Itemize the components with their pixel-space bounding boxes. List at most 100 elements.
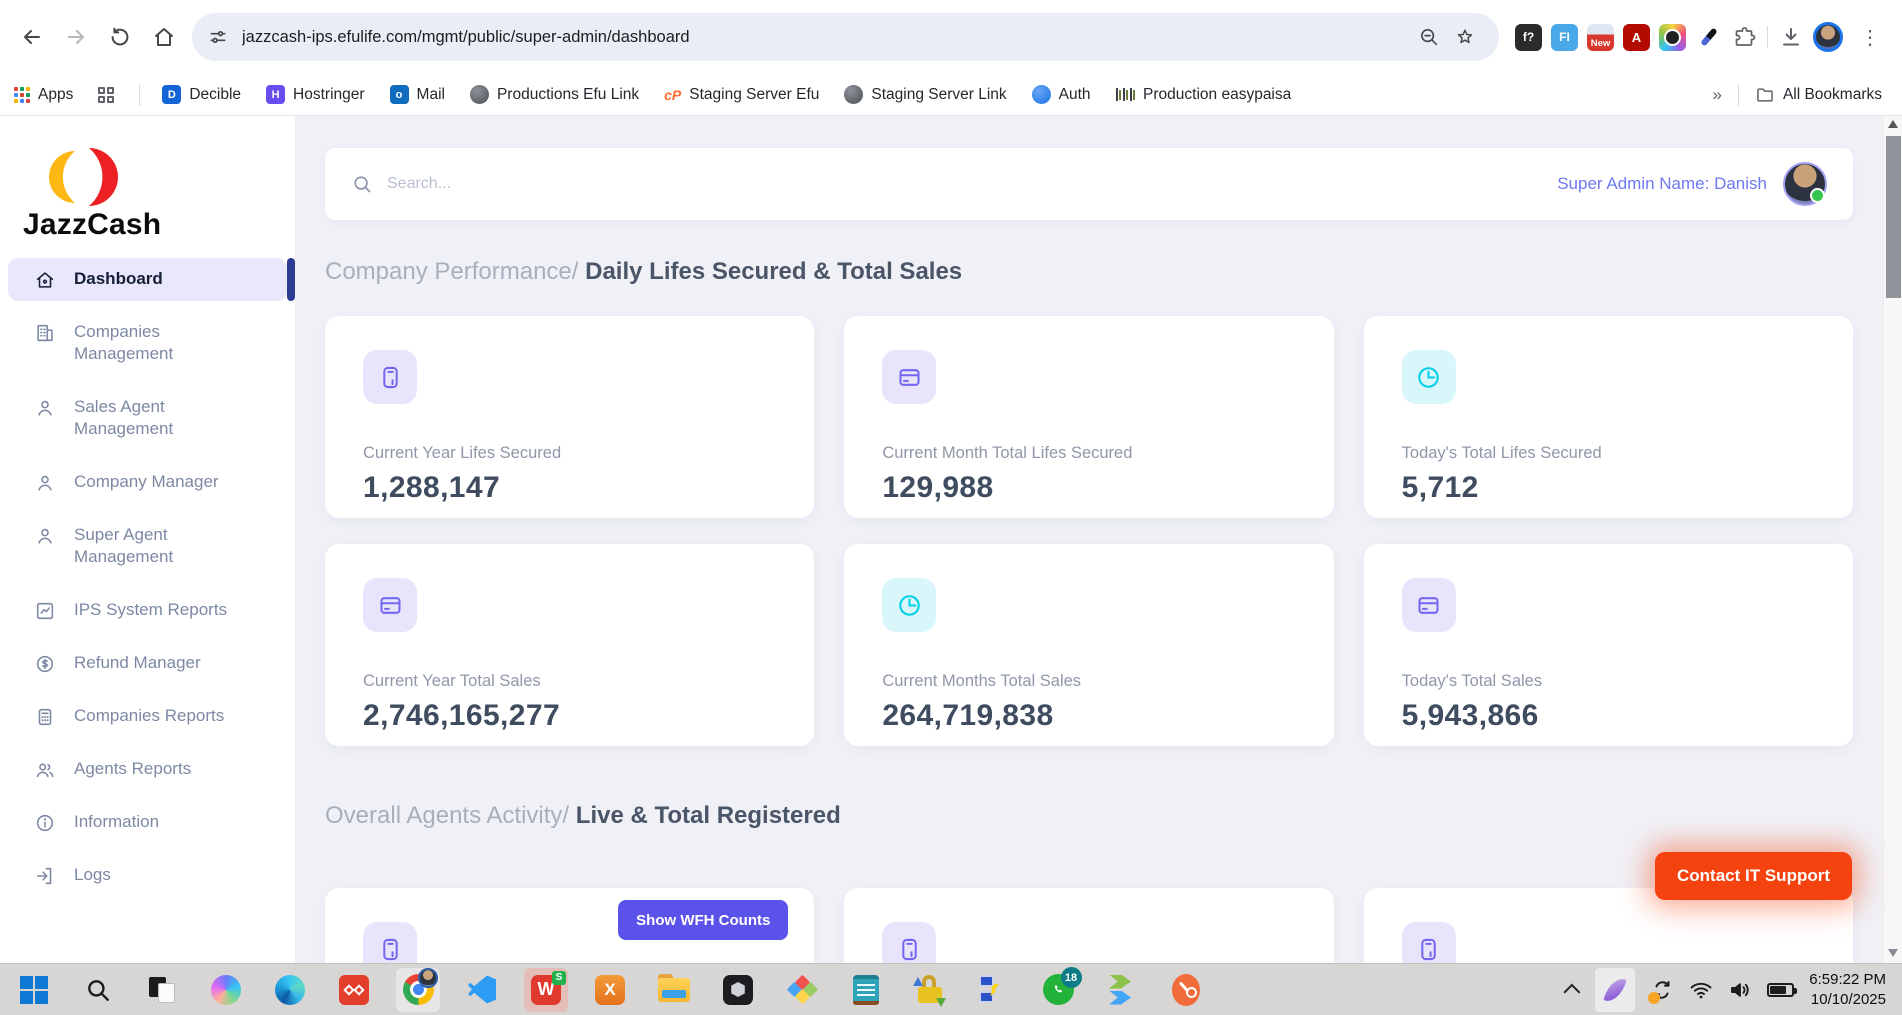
browser-profile-avatar[interactable] — [1813, 22, 1843, 52]
whatsapp-button[interactable]: 18 — [1036, 967, 1082, 1012]
pinwheel-app-button[interactable] — [780, 968, 824, 1012]
bookmark-auth[interactable]: Auth — [1031, 85, 1091, 104]
task-view-icon — [149, 976, 175, 1003]
winscp-button[interactable] — [908, 968, 952, 1012]
extension-new-icon[interactable]: New — [1587, 23, 1614, 51]
taskbar-clock[interactable]: 6:59:22 PM 10/10/2025 — [1809, 970, 1886, 1009]
sync-tray-icon[interactable] — [1648, 978, 1674, 1004]
extension-fi-icon[interactable]: FI — [1551, 23, 1578, 51]
camera-extension-icon[interactable] — [1659, 23, 1686, 51]
url-text[interactable]: jazzcash-ips.efulife.com/mgmt/public/sup… — [242, 27, 690, 46]
bookmarks-overflow-chevron[interactable]: » — [1712, 84, 1722, 104]
edge-button[interactable] — [268, 968, 312, 1012]
notepad-app-button[interactable] — [844, 968, 888, 1012]
page-scrollbar[interactable] — [1883, 116, 1902, 963]
remote-terminal-icon — [979, 974, 1009, 1005]
site-info-icon[interactable] — [208, 27, 228, 47]
scroll-up-arrow[interactable] — [1888, 120, 1898, 128]
acrobat-extension-icon[interactable]: A — [1623, 23, 1650, 51]
task-view-button[interactable] — [140, 968, 184, 1012]
sidebar-item-ips-system-reports[interactable]: IPS System Reports — [8, 589, 287, 632]
sidebar-item-super-agent-management[interactable]: Super Agent Management — [8, 514, 287, 579]
volume-icon[interactable] — [1728, 978, 1752, 1002]
cube-icon — [723, 974, 753, 1005]
xampp-button[interactable]: X — [588, 968, 632, 1012]
wallet-icon — [363, 922, 417, 963]
forward-button[interactable] — [54, 15, 98, 59]
eyedropper-extension-icon[interactable] — [1695, 24, 1722, 51]
battery-icon[interactable] — [1767, 982, 1798, 997]
putty-button[interactable] — [972, 968, 1016, 1012]
bookmark-apps[interactable]: Apps — [14, 86, 73, 104]
reload-button[interactable] — [98, 15, 142, 59]
bookmark-staging-server-link[interactable]: Staging Server Link — [844, 85, 1007, 104]
sidebar-item-refund-manager[interactable]: Refund Manager — [8, 642, 287, 685]
sidebar-item-logs[interactable]: Logs — [8, 854, 287, 897]
sidebar-item-companies-management[interactable]: Companies Management — [8, 311, 287, 376]
wallet-icon — [882, 922, 937, 963]
globe-icon — [469, 85, 489, 104]
show-wfh-counts-button[interactable]: Show WFH Counts — [618, 900, 789, 940]
file-explorer-button[interactable] — [652, 968, 696, 1012]
bookmark-hostringer[interactable]: H Hostringer — [266, 85, 365, 104]
stat-label: Today's Total Sales — [1401, 672, 1543, 690]
sidebar: JazzCash Dashboard Companies Management … — [0, 116, 295, 963]
credit-card-icon — [363, 578, 417, 632]
browser-menu-icon[interactable]: ⋮ — [1860, 26, 1880, 49]
feather-tray-button[interactable] — [1595, 967, 1636, 1012]
dashboard-page: JazzCash Dashboard Companies Management … — [0, 116, 1902, 963]
bookmark-star-icon[interactable] — [1447, 19, 1483, 55]
chrome-button[interactable] — [396, 967, 440, 1012]
sidebar-item-dashboard[interactable]: Dashboard — [8, 258, 295, 301]
sidebar-item-companies-reports[interactable]: Companies Reports — [8, 695, 287, 738]
sidebar-item-information[interactable]: Information — [8, 801, 287, 844]
all-bookmarks-button[interactable]: All Bookmarks — [1755, 85, 1882, 105]
bookmark-production-easypaisa[interactable]: Production easypaisa — [1115, 86, 1291, 104]
jazzcash-logo-text: JazzCash — [23, 208, 162, 241]
tray-expand-chevron[interactable] — [1563, 983, 1581, 1001]
copilot-button[interactable] — [204, 968, 248, 1012]
sidebar-item-company-manager[interactable]: Company Manager — [8, 461, 287, 504]
scroll-down-arrow[interactable] — [1888, 949, 1898, 957]
bookmark-staging-server-efu[interactable]: cP Staging Server Efu — [664, 85, 820, 103]
red-diamond-app-button[interactable] — [332, 968, 376, 1012]
person-icon — [38, 475, 52, 491]
url-bar[interactable]: jazzcash-ips.efulife.com/mgmt/public/sup… — [192, 13, 1499, 61]
downloads-icon[interactable] — [1777, 24, 1804, 51]
sidebar-menu: Dashboard Companies Management Sales Age… — [0, 258, 295, 897]
section-heading-performance: Company Performance/ Daily Lifes Secured… — [325, 258, 963, 285]
postman-button[interactable] — [1164, 968, 1208, 1012]
vscode-button[interactable] — [460, 968, 504, 1012]
cpanel-icon: cP — [664, 86, 682, 103]
contact-it-support-button[interactable]: Contact IT Support — [1655, 852, 1852, 900]
cube-app-button[interactable] — [716, 968, 760, 1012]
sidebar-item-sales-agent-management[interactable]: Sales Agent Management — [8, 386, 287, 451]
barcode-icon — [1115, 88, 1136, 101]
stat-value: 2,746,165,277 — [363, 699, 561, 732]
taskbar-search-button[interactable] — [76, 968, 120, 1012]
back-button[interactable] — [10, 15, 54, 59]
chevron-app-button[interactable] — [1100, 968, 1144, 1012]
admin-avatar[interactable] — [1783, 162, 1827, 206]
home-button[interactable] — [142, 15, 186, 59]
wallet-icon — [363, 350, 417, 404]
extensions-puzzle-icon[interactable] — [1731, 24, 1758, 51]
search-input[interactable] — [387, 175, 707, 193]
edge-icon — [275, 974, 305, 1005]
wifi-icon[interactable] — [1689, 978, 1713, 1002]
bookmarks-divider — [139, 83, 141, 106]
sidebar-item-agents-reports[interactable]: Agents Reports — [8, 748, 287, 791]
bookmark-decible[interactable]: D Decible — [162, 85, 241, 104]
scrollbar-thumb[interactable] — [1886, 136, 1901, 298]
bookmark-grid-shortcut[interactable] — [98, 86, 115, 103]
bookmark-mail[interactable]: o Mail — [389, 85, 445, 104]
decible-icon: D — [162, 85, 182, 104]
outlook-icon: o — [389, 85, 409, 104]
zoom-out-icon[interactable] — [1411, 19, 1447, 55]
chrome-profile-badge — [418, 967, 438, 988]
extension-f-icon[interactable]: f? — [1515, 23, 1542, 51]
stat-label: Current Month Total Lifes Secured — [882, 444, 1133, 462]
bookmark-productions-efu-link[interactable]: Productions Efu Link — [469, 85, 639, 104]
start-button[interactable] — [12, 968, 56, 1012]
